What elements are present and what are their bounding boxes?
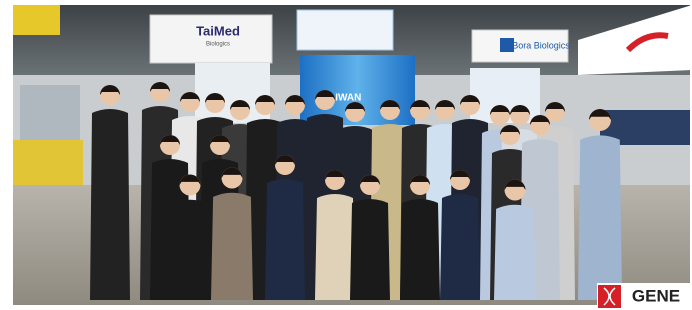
sign-subtitle: Biologics [206, 42, 230, 48]
person-body [169, 200, 211, 300]
page: {"signs": [ {"title": "TaiMed", "subtitl… [0, 0, 692, 310]
tower-top [297, 10, 393, 50]
person-body [315, 194, 355, 300]
person-body [400, 199, 440, 300]
yellow-panel [13, 5, 60, 35]
person-body [440, 194, 480, 300]
booth-wall [20, 85, 80, 140]
watermark-text: GENE [632, 286, 680, 305]
watermark: GENE [597, 283, 690, 310]
sign-title: TaiMed [196, 23, 240, 38]
person-body [494, 205, 536, 300]
sign-board [150, 15, 272, 63]
person-body [265, 179, 305, 300]
person-body [90, 109, 130, 300]
person-body [578, 135, 622, 300]
photo: TaiMed Biologics TAIWAN Bora Biologics G… [0, 0, 692, 310]
sign-title: Bora Biologics [512, 40, 570, 50]
person-body [350, 199, 390, 300]
yellow-booth [13, 140, 83, 185]
person-body [211, 193, 253, 300]
